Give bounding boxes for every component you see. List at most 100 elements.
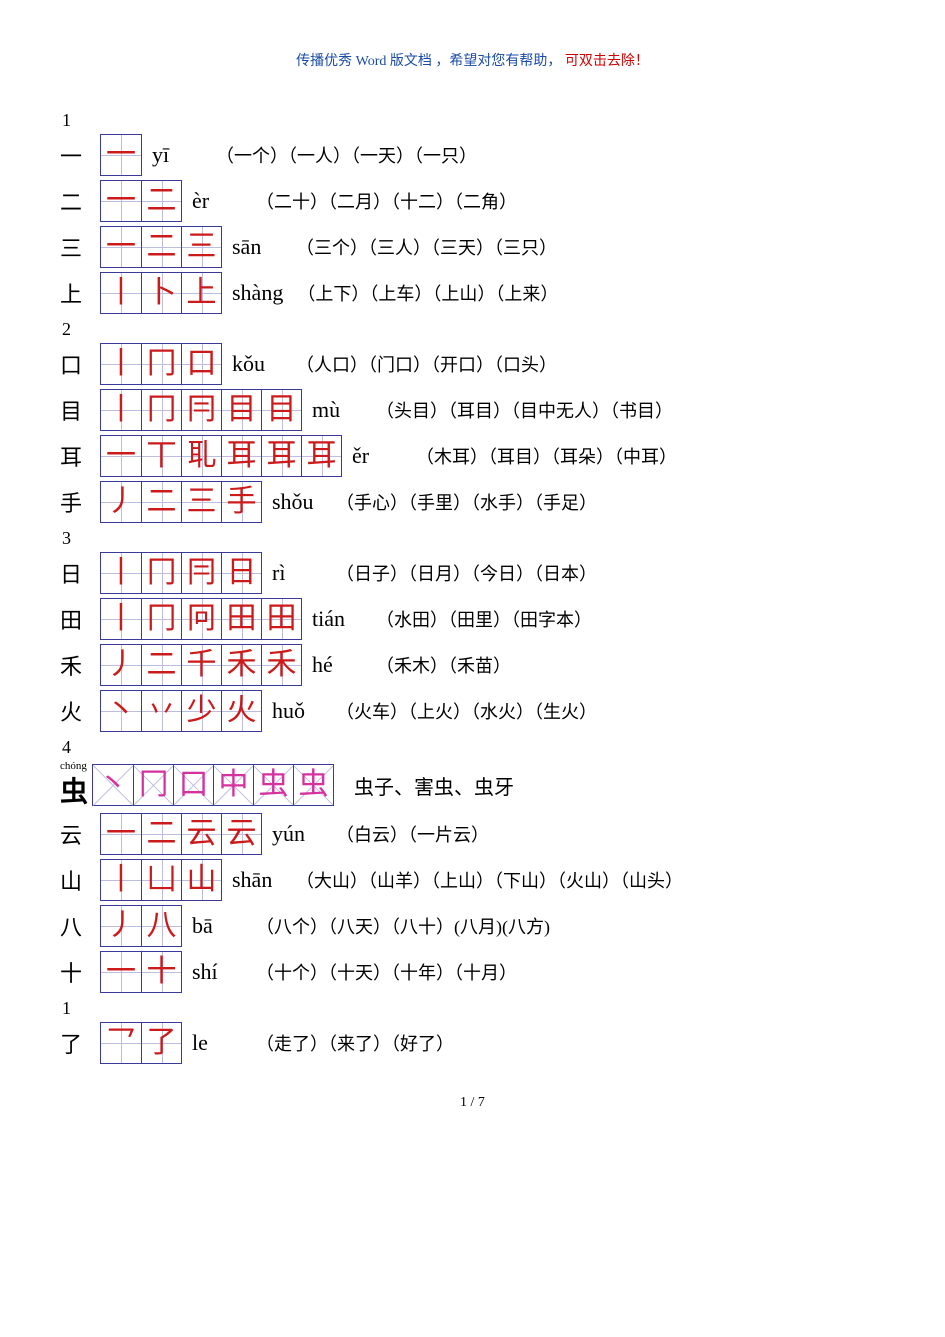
stroke-glyph: 乛 xyxy=(106,1028,136,1058)
stroke-glyph: 二 xyxy=(147,232,177,262)
section-number: 2 xyxy=(62,319,885,340)
stroke-glyph: 丷 xyxy=(147,696,177,726)
stroke-glyph: 一 xyxy=(106,186,136,216)
stroke-cell: 三 xyxy=(181,227,221,267)
stroke-cell: 凵 xyxy=(141,860,181,900)
head-character: 火 xyxy=(60,695,100,727)
example-words: （八个）（八天）（八十）(八月)(八方) xyxy=(256,913,550,939)
stroke-glyph: 丨 xyxy=(106,278,136,308)
stroke-glyph: 冃 xyxy=(187,558,217,588)
stroke-glyph: 耳 xyxy=(307,441,337,471)
stroke-glyph: 丿 xyxy=(106,650,136,680)
stroke-cell: 虫 xyxy=(293,765,333,805)
stroke-cell: 目 xyxy=(221,390,261,430)
character-row: 口丨冂口kǒu（人口）（门口）（开口）（口头） xyxy=(60,342,885,386)
stroke-cell: 卜 xyxy=(141,273,181,313)
head-character: 手 xyxy=(60,486,100,518)
stroke-cell: 一 xyxy=(101,436,141,476)
example-words: （火车）（上火）（水火）（生火） xyxy=(336,698,597,724)
stroke-cell: 少 xyxy=(181,691,221,731)
stroke-cell: 丨 xyxy=(101,553,141,593)
example-words: （水田）（田里）（田字本） xyxy=(376,606,592,632)
example-words: 虫子、害虫、虫牙 xyxy=(354,771,514,800)
stroke-cell: 禾 xyxy=(221,645,261,685)
stroke-glyph: 冂 xyxy=(139,770,169,800)
head-character: 虫 xyxy=(60,770,88,810)
character-row: 一一yī（一个）（一人）（一天）（一只） xyxy=(60,133,885,177)
stroke-glyph: 中 xyxy=(219,770,249,800)
example-words: （一个）（一人）（一天）（一只） xyxy=(216,142,477,168)
character-row: 日丨冂冃日rì（日子）（日月）（今日）（日本） xyxy=(60,551,885,595)
stroke-glyph: 火 xyxy=(227,696,257,726)
pinyin-label: tián xyxy=(312,606,362,632)
stroke-strip: 乛了 xyxy=(100,1022,182,1064)
stroke-glyph: 千 xyxy=(187,650,217,680)
stroke-cell: 山 xyxy=(181,860,221,900)
pinyin-label: kǒu xyxy=(232,351,282,377)
stroke-cell: 田 xyxy=(261,599,301,639)
head-character: 耳 xyxy=(60,440,100,472)
stroke-cell: 冂 xyxy=(141,599,181,639)
stroke-glyph: 口 xyxy=(179,770,209,800)
stroke-glyph: 禾 xyxy=(267,650,297,680)
pinyin-label: yún xyxy=(272,821,322,847)
stroke-glyph: 田 xyxy=(267,604,297,634)
pinyin-label: le xyxy=(192,1030,242,1056)
pinyin-label: èr xyxy=(192,188,242,214)
stroke-glyph: 冋 xyxy=(187,604,217,634)
character-row: 八丿八bā（八个）（八天）（八十）(八月)(八方) xyxy=(60,904,885,948)
stroke-cell: 丷 xyxy=(141,691,181,731)
stroke-glyph: 禾 xyxy=(227,650,257,680)
stroke-cell: 一 xyxy=(101,814,141,854)
stroke-glyph: 手 xyxy=(227,487,257,517)
character-row: 耳一丅耴耳耳耳ěr（木耳）（耳目）（耳朵）（中耳） xyxy=(60,434,885,478)
stroke-glyph: 一 xyxy=(106,819,136,849)
stroke-cell: 二 xyxy=(141,645,181,685)
example-words: （上下）（上车）（上山）（上来） xyxy=(297,280,558,306)
banner-red: 可双击去除！ xyxy=(565,54,649,69)
stroke-cell: 上 xyxy=(181,273,221,313)
head-character: 云 xyxy=(60,818,100,850)
stroke-cell: 十 xyxy=(141,952,181,992)
stroke-glyph: 丨 xyxy=(106,604,136,634)
stroke-glyph: 丨 xyxy=(106,865,136,895)
stroke-glyph: 云 xyxy=(187,819,217,849)
head-character: 二 xyxy=(60,185,100,217)
stroke-cell: 丿 xyxy=(101,906,141,946)
head-character: 山 xyxy=(60,864,100,896)
character-row: 山丨凵山shān（大山）（山羊）（上山）（下山）（火山）（山头） xyxy=(60,858,885,902)
stroke-cell: 千 xyxy=(181,645,221,685)
stroke-cell: 冃 xyxy=(181,390,221,430)
stroke-cell: 冃 xyxy=(181,553,221,593)
stroke-glyph: 虫 xyxy=(299,770,329,800)
example-words: （走了）（来了）（好了） xyxy=(256,1030,454,1056)
example-words: （白云）（一片云） xyxy=(336,821,489,847)
stroke-cell: 丶 xyxy=(93,765,133,805)
stroke-cell: 冂 xyxy=(133,765,173,805)
character-row: 火丶丷少火huǒ（火车）（上火）（水火）（生火） xyxy=(60,689,885,733)
stroke-glyph: 一 xyxy=(106,441,136,471)
stroke-glyph: 丨 xyxy=(106,558,136,588)
stroke-glyph: 丨 xyxy=(106,395,136,425)
stroke-cell: 口 xyxy=(181,344,221,384)
stroke-glyph: 二 xyxy=(147,819,177,849)
stroke-strip: 一二三 xyxy=(100,226,222,268)
stroke-strip: 丨凵山 xyxy=(100,859,222,901)
head-character: 目 xyxy=(60,394,100,426)
example-words: （手心）（手里）（水手）（手足） xyxy=(336,489,597,515)
stroke-strip: 丶冂口中虫虫 xyxy=(92,764,334,806)
head-character: 禾 xyxy=(60,649,100,681)
example-words: （三个）（三人）（三天）（三只） xyxy=(296,234,557,260)
stroke-glyph: 丶 xyxy=(106,696,136,726)
stroke-cell: 虫 xyxy=(253,765,293,805)
stroke-glyph: 丿 xyxy=(106,911,136,941)
stroke-cell: 了 xyxy=(141,1023,181,1063)
stroke-glyph: 丶 xyxy=(98,770,128,800)
stroke-cell: 丿 xyxy=(101,645,141,685)
stroke-cell: 丶 xyxy=(101,691,141,731)
stroke-cell: 耳 xyxy=(301,436,341,476)
stroke-cell: 丨 xyxy=(101,390,141,430)
stroke-cell: 八 xyxy=(141,906,181,946)
character-row: 目丨冂冃目目mù（头目）（耳目）（目中无人）（书目） xyxy=(60,388,885,432)
stroke-cell: 冂 xyxy=(141,553,181,593)
